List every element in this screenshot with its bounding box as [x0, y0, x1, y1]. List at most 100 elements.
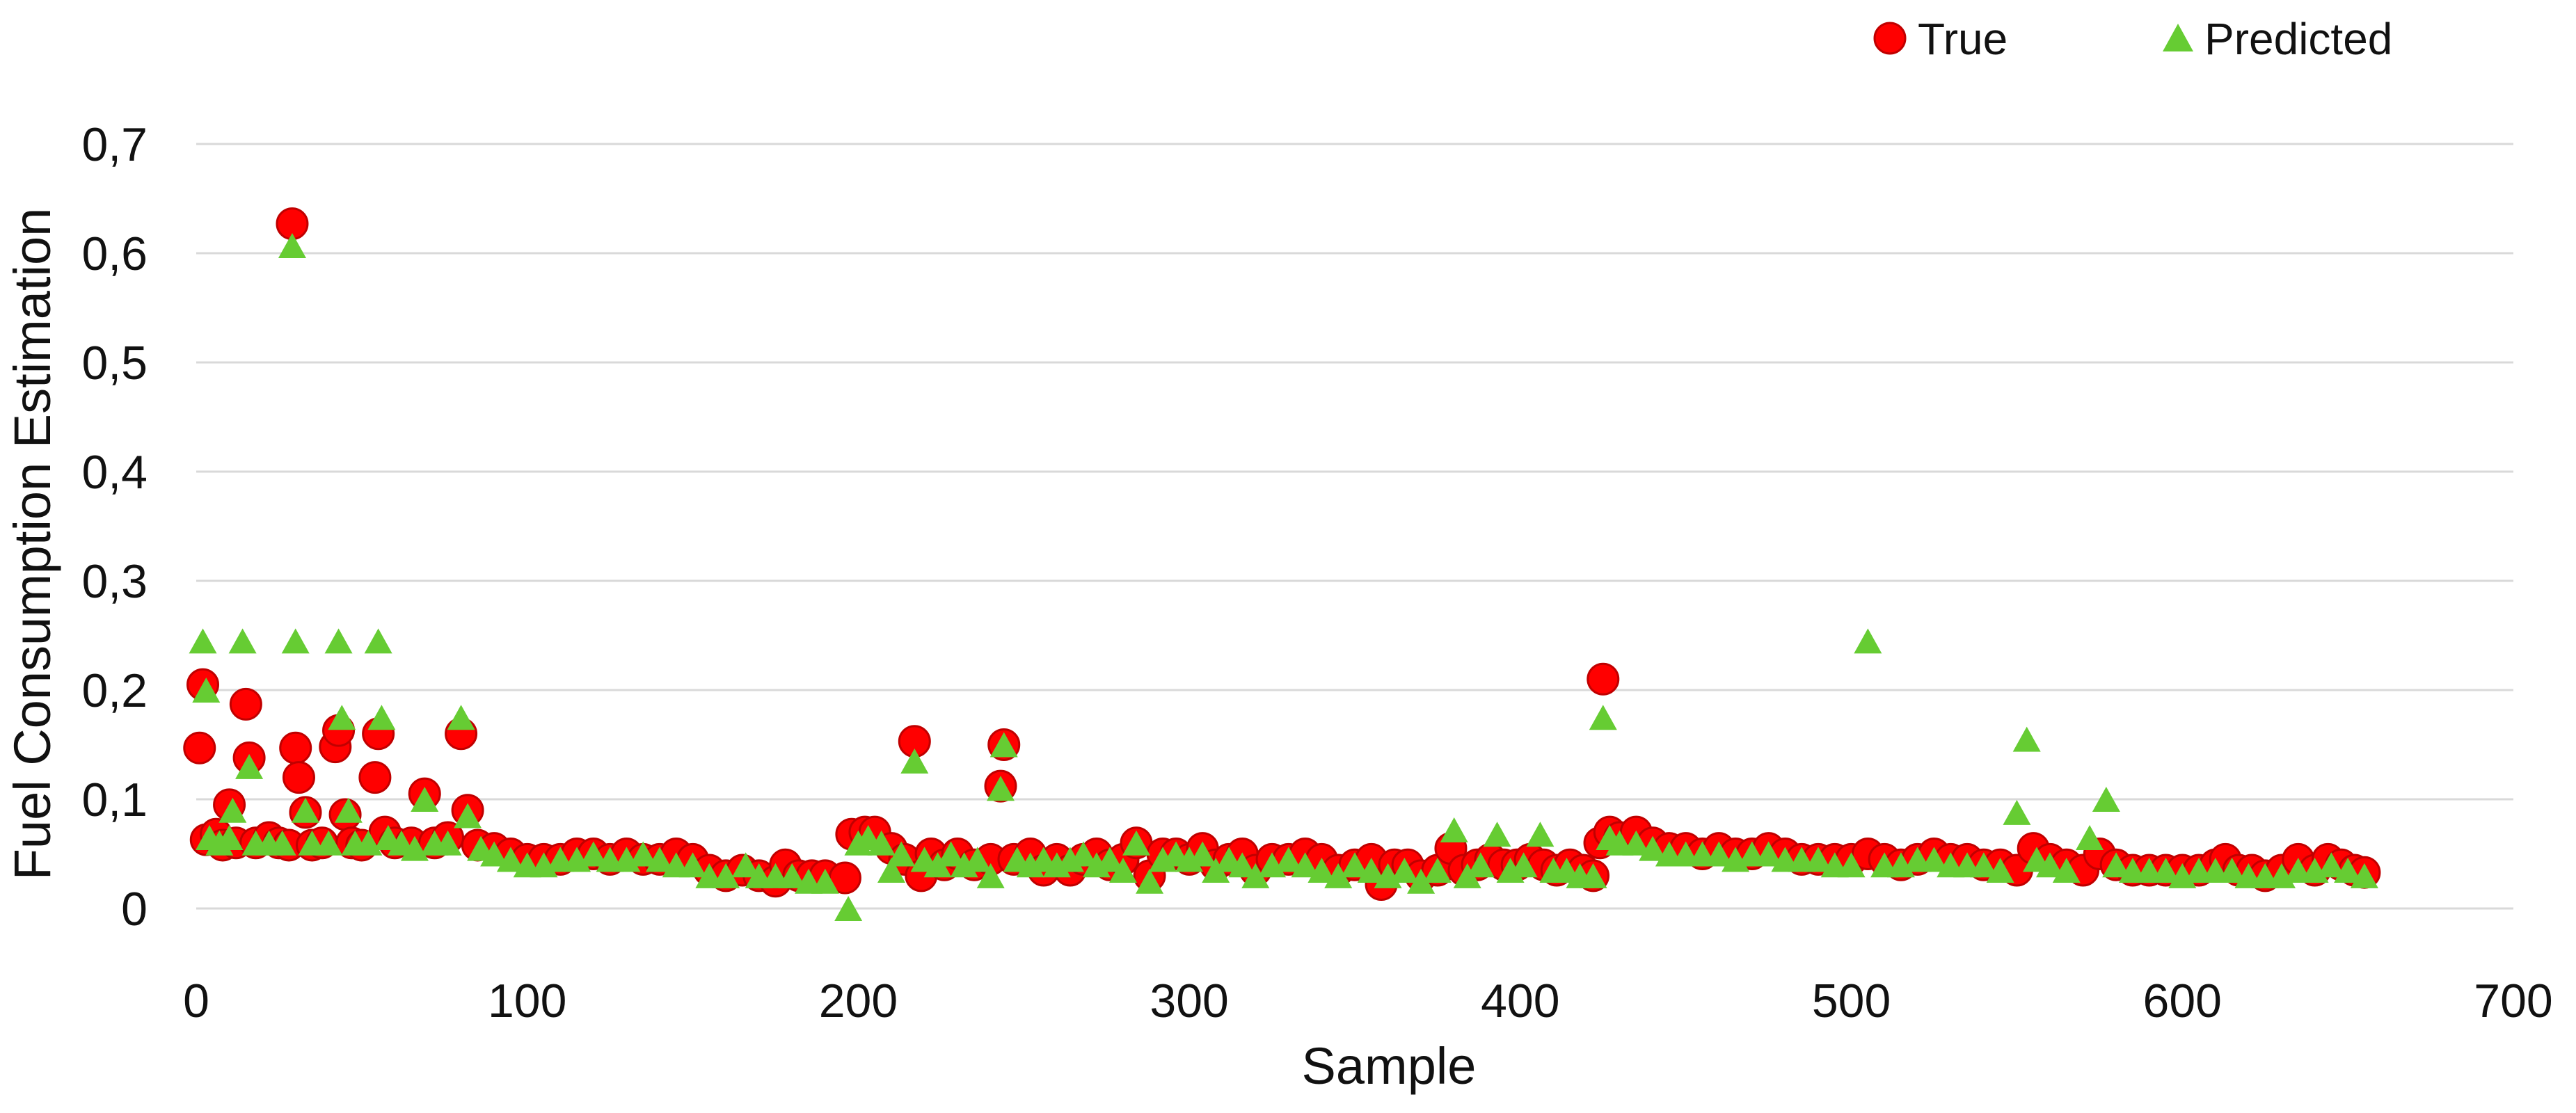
- predicted-point: [1228, 852, 1257, 878]
- legend-true-marker: [1873, 22, 1907, 55]
- predicted-point: [2003, 799, 2031, 825]
- predicted-point: [328, 705, 356, 730]
- predicted-point: [2102, 852, 2131, 878]
- predicted-point: [447, 705, 475, 730]
- predicted-point: [1109, 858, 1137, 883]
- predicted-point: [215, 824, 244, 850]
- legend: True Predicted: [1873, 14, 2392, 64]
- x-tick-label: 500: [1812, 975, 1891, 1027]
- predicted-point: [1390, 858, 1419, 883]
- gridlines: [196, 143, 2513, 910]
- predicted-point: [1754, 841, 1783, 867]
- predicted-point: [778, 863, 806, 888]
- predicted-point: [1509, 852, 1538, 878]
- predicted-point: [1854, 628, 1882, 654]
- predicted-point: [646, 847, 674, 872]
- predicted-point: [218, 797, 247, 823]
- predicted-point: [1589, 705, 1617, 730]
- y-tick-label: 0,7: [81, 118, 148, 171]
- predicted-point: [1453, 863, 1481, 888]
- predicted-point: [189, 628, 217, 654]
- y-tick-label: 0,3: [81, 555, 148, 608]
- predicted-point: [228, 628, 257, 654]
- predicted-point: [434, 830, 462, 856]
- predicted-point: [1241, 863, 1270, 888]
- predicted-point: [811, 868, 839, 894]
- predicted-point: [454, 803, 482, 828]
- predicted-point: [235, 753, 264, 779]
- predicted-point: [1188, 841, 1217, 867]
- x-tick-label: 100: [488, 975, 566, 1027]
- predicted-point: [281, 628, 310, 654]
- predicted-point: [2152, 858, 2180, 883]
- true-point: [282, 761, 315, 794]
- y-tick-label: 0,4: [81, 446, 148, 499]
- predicted-point: [1307, 858, 1336, 883]
- predicted-point: [986, 776, 1015, 801]
- predicted-point: [1705, 841, 1733, 867]
- predicted-point: [678, 852, 707, 878]
- predicted-point: [1969, 852, 1998, 878]
- predicted-point: [1122, 830, 1151, 856]
- predicted-point: [976, 863, 1005, 888]
- predicted-point: [1837, 852, 1866, 878]
- predicted-point: [1622, 830, 1651, 856]
- predicted-point: [1639, 835, 1667, 861]
- legend-predicted-marker: [2163, 24, 2193, 51]
- predicted-point: [989, 732, 1018, 758]
- series-layer: [183, 207, 2381, 921]
- series-predicted: [189, 233, 2378, 921]
- predicted-point: [364, 628, 392, 654]
- x-axis-title: Sample: [1302, 1037, 1477, 1095]
- y-tick-label: 0,5: [81, 337, 148, 390]
- predicted-point: [900, 748, 929, 774]
- y-tick-label: 0,2: [81, 664, 148, 717]
- predicted-point: [1095, 847, 1124, 872]
- predicted-point: [2218, 858, 2246, 883]
- predicted-point: [1466, 852, 1495, 878]
- y-tick-label: 0: [121, 883, 148, 936]
- predicted-point: [1920, 847, 1948, 872]
- y-tick-label: 0,1: [81, 774, 148, 826]
- x-tick-label: 0: [183, 975, 209, 1027]
- x-tick-label: 400: [1481, 975, 1559, 1027]
- true-point: [358, 761, 392, 794]
- predicted-point: [877, 858, 905, 883]
- predicted-point: [315, 830, 343, 856]
- predicted-point: [731, 852, 760, 878]
- legend-true-label: True: [1918, 14, 2007, 64]
- predicted-point: [937, 841, 965, 867]
- x-tick-label: 700: [2474, 975, 2552, 1027]
- predicted-point: [367, 705, 396, 730]
- y-axis-title: Fuel Consumption Estimation: [3, 208, 61, 881]
- predicted-point: [334, 797, 363, 823]
- predicted-point: [2036, 852, 2064, 878]
- legend-predicted-label: Predicted: [2204, 14, 2392, 64]
- predicted-point: [2350, 863, 2378, 888]
- predicted-point: [1274, 847, 1303, 872]
- predicted-point: [1440, 817, 1468, 842]
- predicted-point: [1526, 822, 1555, 847]
- predicted-point: [291, 797, 319, 823]
- predicted-point: [278, 233, 306, 259]
- predicted-point: [268, 830, 296, 856]
- y-tick-label: 0,6: [81, 227, 148, 280]
- predicted-point: [1202, 858, 1230, 883]
- predicted-point: [2052, 858, 2081, 883]
- predicted-point: [1324, 863, 1353, 888]
- true-point: [279, 731, 312, 764]
- predicted-point: [867, 830, 896, 856]
- predicted-point: [923, 852, 952, 878]
- series-true: [183, 207, 2381, 901]
- predicted-point: [496, 847, 525, 872]
- predicted-point: [1069, 841, 1097, 867]
- predicted-point: [480, 841, 509, 867]
- predicted-point: [1986, 858, 2014, 883]
- predicted-point: [324, 628, 353, 654]
- x-tick-label: 200: [819, 975, 898, 1027]
- predicted-point: [192, 678, 221, 703]
- true-point: [1587, 662, 1620, 696]
- predicted-point: [887, 841, 916, 867]
- predicted-point: [2092, 787, 2120, 812]
